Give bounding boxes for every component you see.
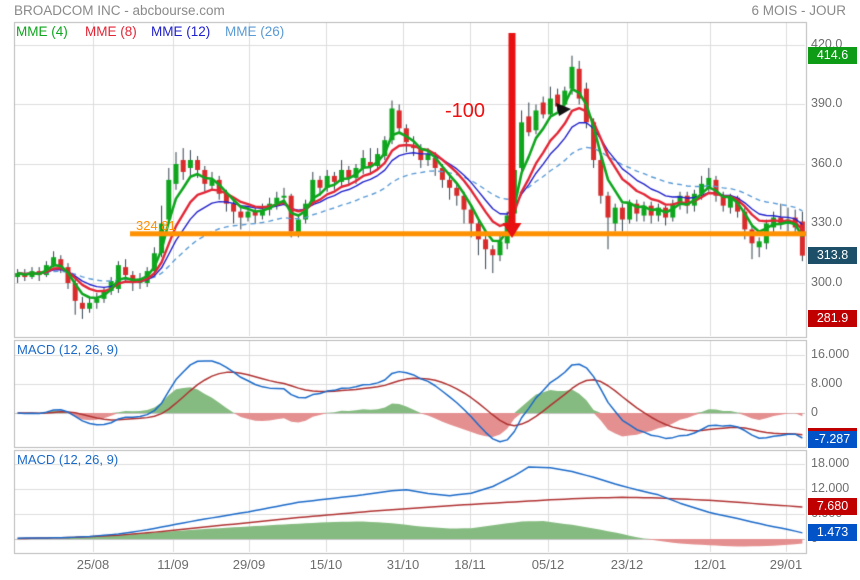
chart-page: BROADCOM INC - abcbourse.com 6 MOIS - JO…	[0, 0, 860, 580]
price-chart-canvas	[0, 0, 860, 580]
